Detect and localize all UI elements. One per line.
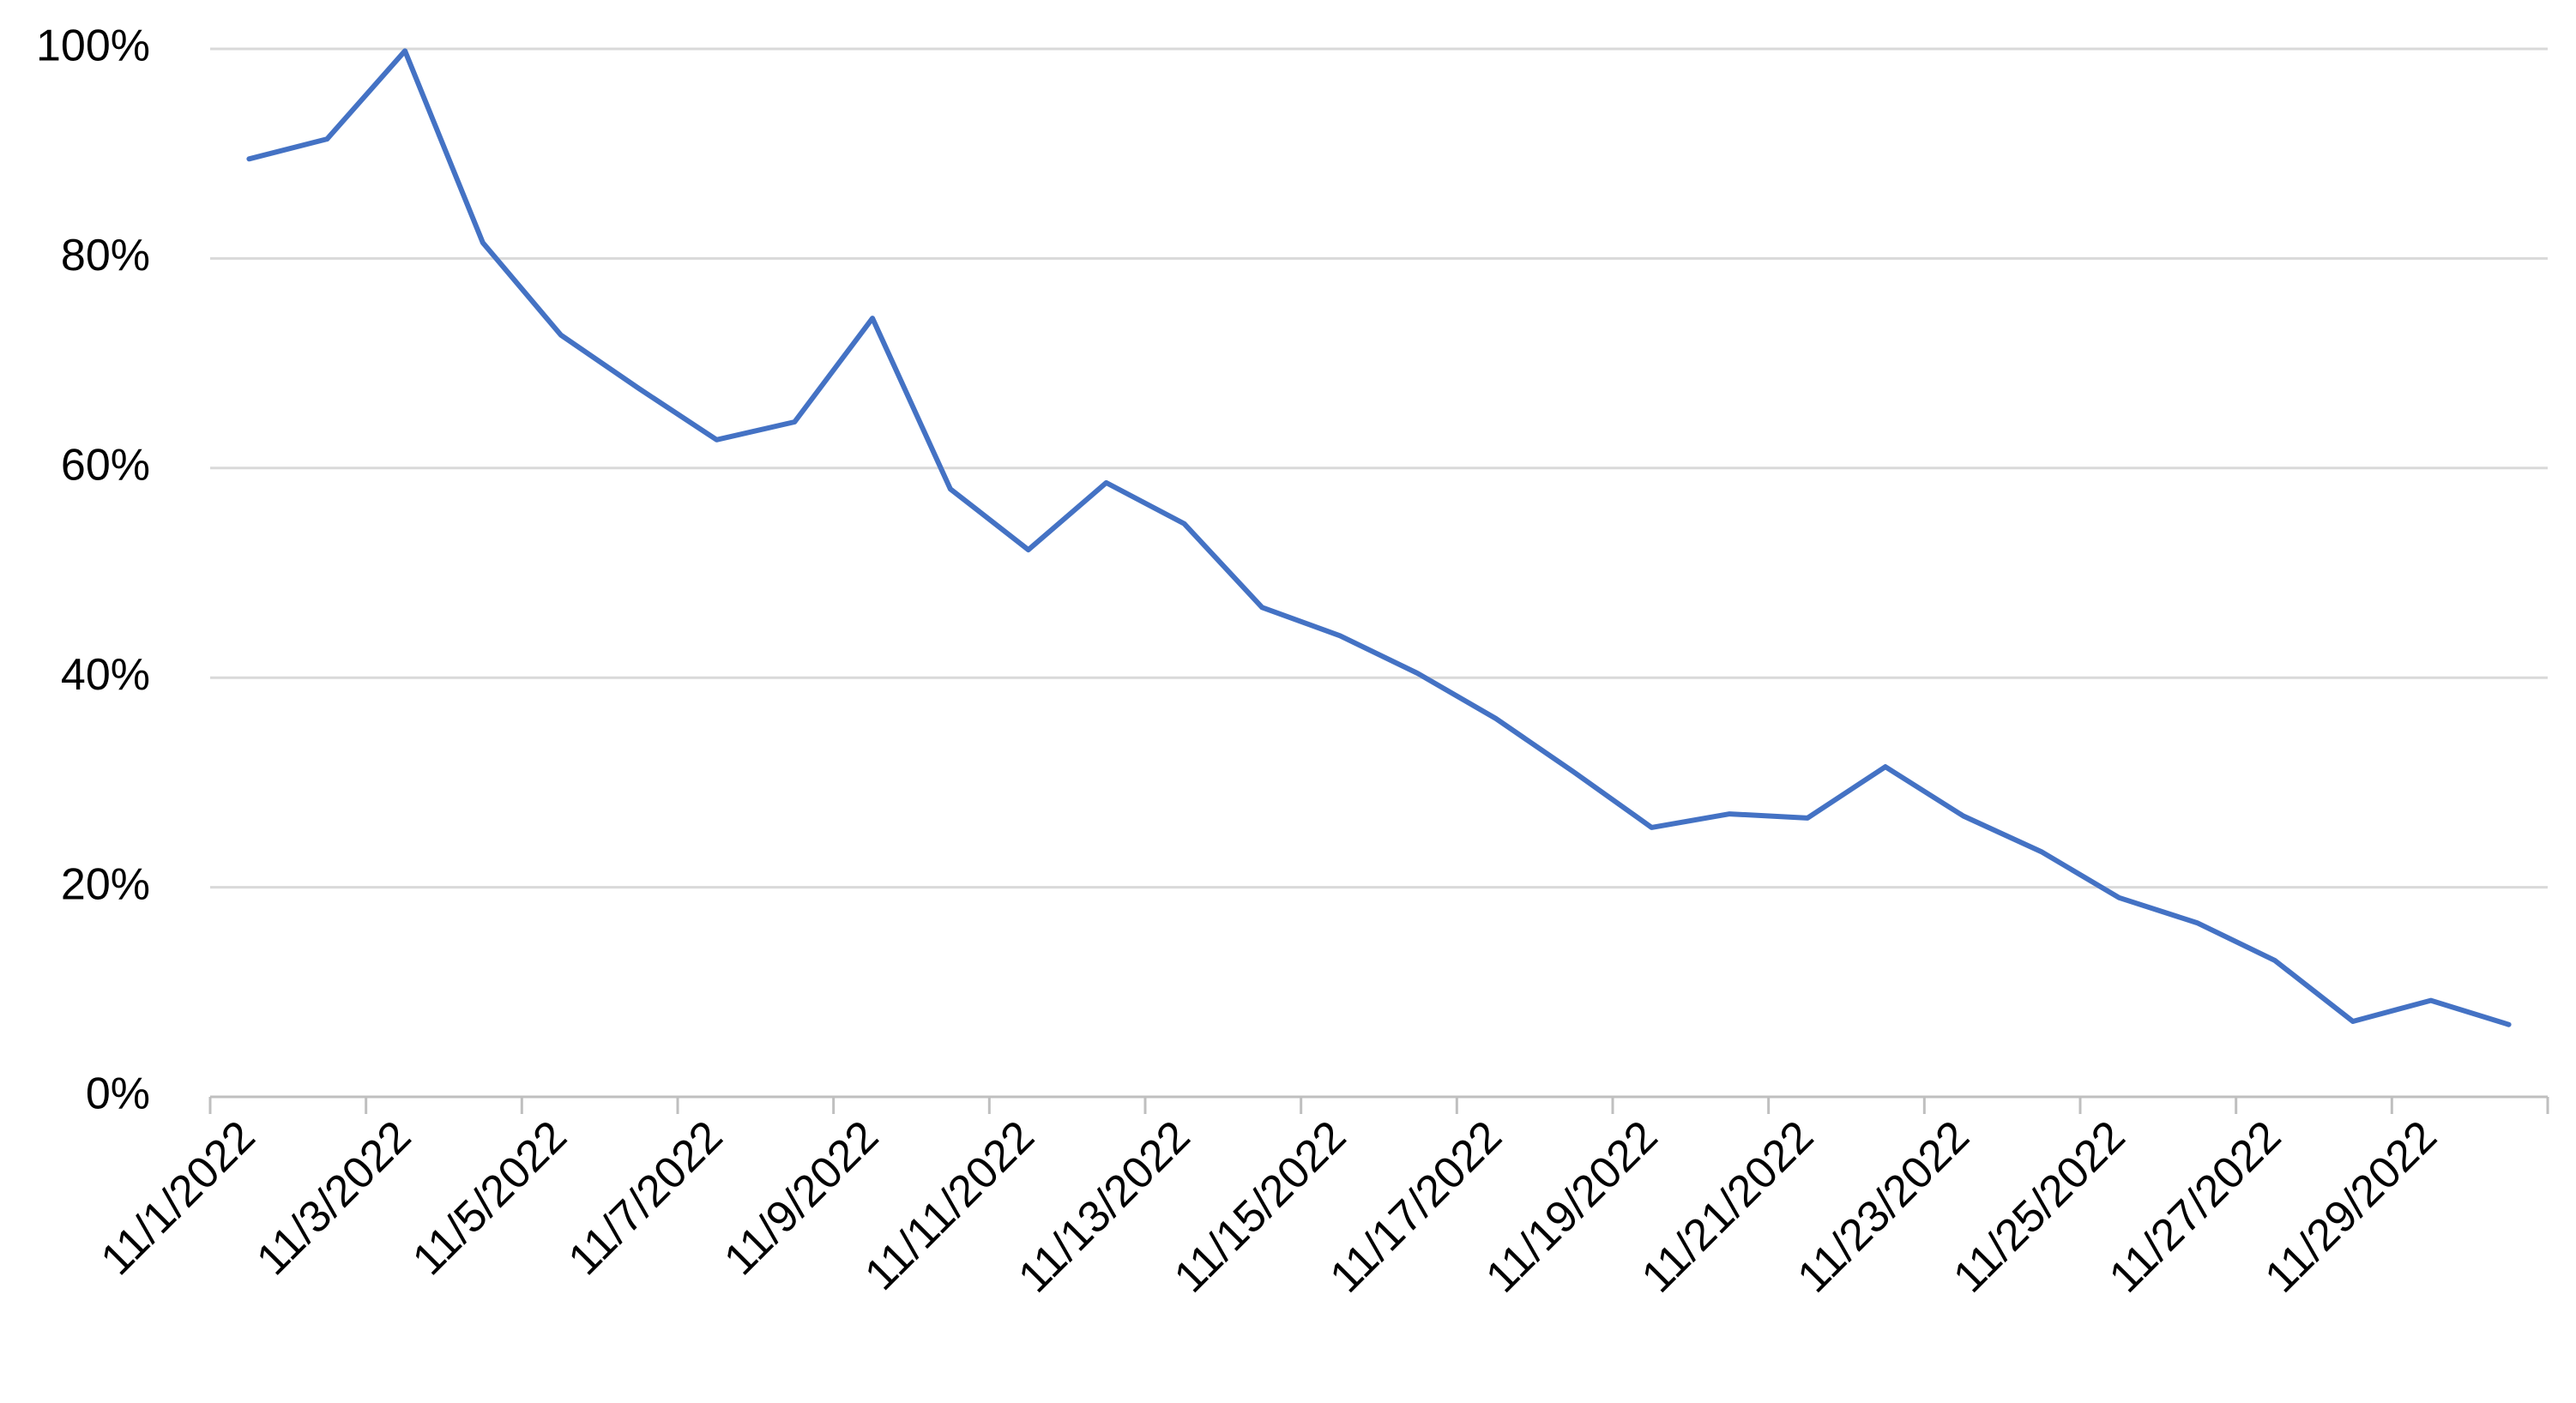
y-tick-label: 20% bbox=[61, 859, 150, 909]
x-tick-label: 11/1/2022 bbox=[92, 1111, 265, 1285]
x-tick-label: 11/3/2022 bbox=[247, 1111, 420, 1285]
y-tick-label: 80% bbox=[61, 231, 150, 280]
y-tick-label: 0% bbox=[86, 1069, 150, 1119]
y-tick-label: 60% bbox=[61, 441, 150, 491]
data-line bbox=[246, 48, 2512, 1027]
x-tick-label: 11/29/2022 bbox=[2256, 1111, 2446, 1302]
y-tick-label: 40% bbox=[61, 650, 150, 700]
x-tick-label: 11/7/2022 bbox=[559, 1111, 733, 1285]
x-tick-label: 11/5/2022 bbox=[403, 1111, 576, 1285]
y-tick-label: 100% bbox=[36, 21, 150, 71]
